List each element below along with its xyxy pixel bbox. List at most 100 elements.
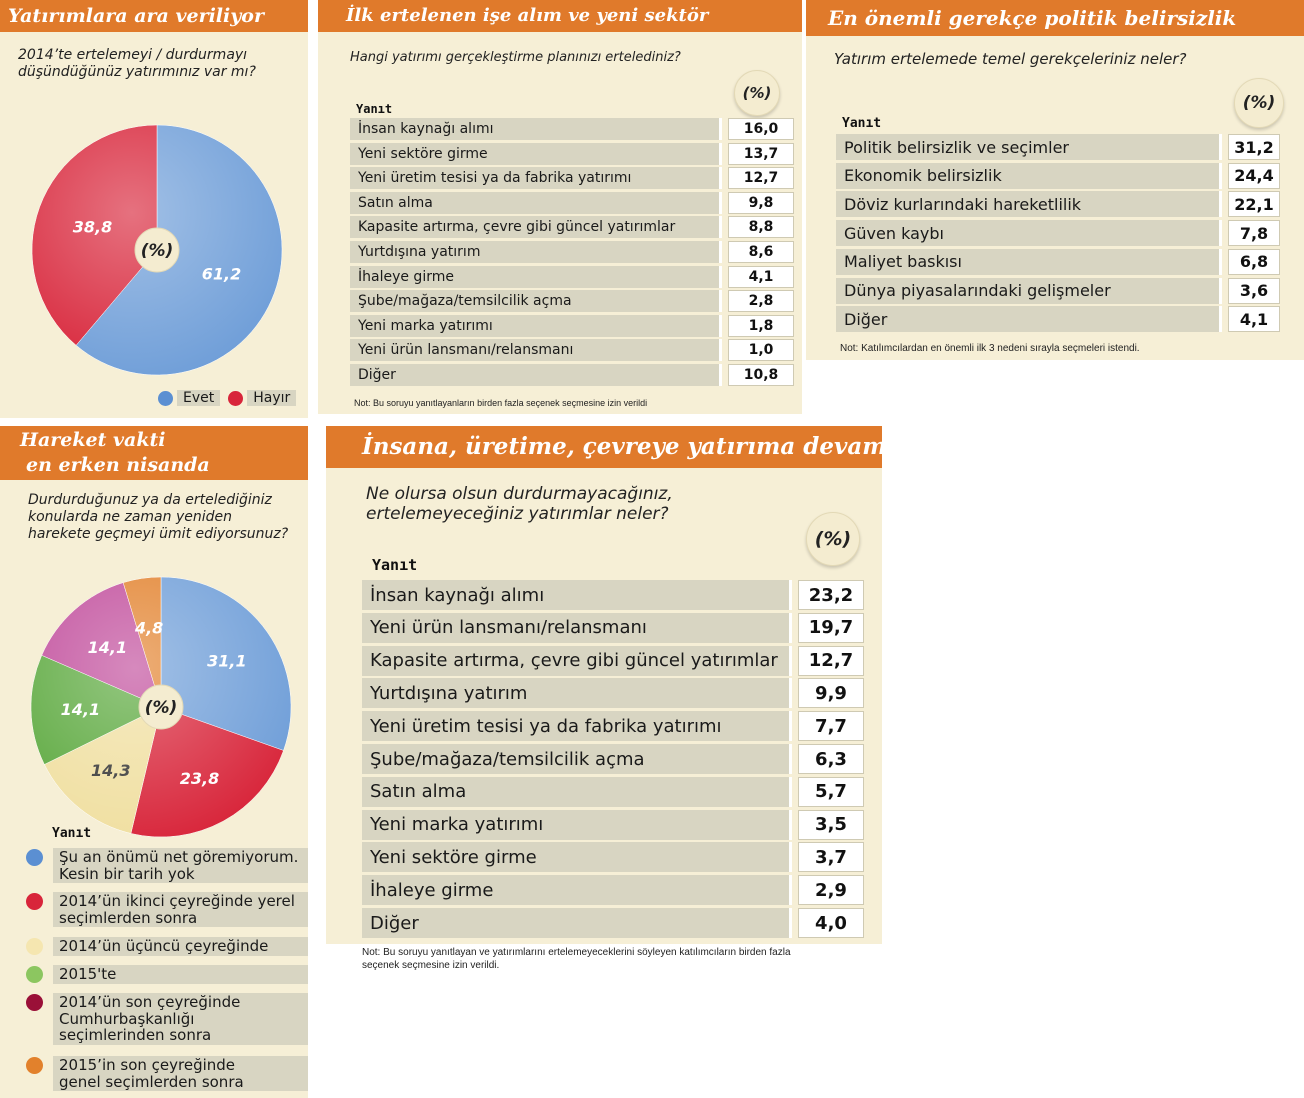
panel-4-legend-header: Yanıt	[52, 826, 92, 841]
pie-chart-1: 61,238,8(%)	[31, 124, 283, 376]
legend2-label-3: 2015'te	[53, 965, 308, 984]
pie-chart-2: 31,123,814,314,114,14,8(%)	[30, 576, 292, 838]
table-5-row-1-label: Yeni ürün lansmanı/relansmanı	[362, 612, 792, 643]
table-5-row-3-label: Yurtdışına yatırım	[362, 678, 792, 709]
table-2-row-6-value: 4,1	[728, 265, 794, 288]
table-5-row-3: Yurtdışına yatırım 9,9	[362, 678, 864, 709]
legend2-label-4-line-1: Cumhurbaşkanlığı	[59, 1009, 195, 1028]
table-2-row-2-value: 12,7	[728, 167, 794, 190]
legend2-label-2-line-0: 2014’ün üçüncü çeyreğinde	[59, 937, 269, 955]
legend2-label-0-line-0: Şu an önümü net göremiyorum.	[59, 848, 299, 866]
table-5-row-4-label: Yeni üretim tesisi ya da fabrika yatırım…	[362, 711, 792, 742]
table-5-row-10: Diğer 4,0	[362, 908, 864, 938]
legend2-label-2: 2014’ün üçüncü çeyreğinde	[53, 937, 308, 956]
table-2-row-3: Satın alma 9,8	[350, 191, 794, 214]
legend-label-hayir: Hayır	[247, 390, 297, 406]
panel-5-column-header: Yanıt	[372, 556, 418, 574]
table-2-row-7: Şube/mağaza/temsilcilik açma 2,8	[350, 290, 794, 313]
panel-5-question-line-2: ertelemeyeceğiniz yatırımlar neler?	[366, 504, 669, 525]
table-5-row-7: Yeni marka yatırımı 3,5	[362, 809, 864, 840]
table-2-row-7-value: 2,8	[728, 290, 794, 313]
table-5-row-0-label: İnsan kaynağı alımı	[362, 580, 792, 610]
table-2-row-5-label: Yurtdışına yatırım	[350, 241, 722, 263]
table-5-row-2-label: Kapasite artırma, çevre gibi güncel yatı…	[362, 645, 792, 676]
legend2-label-0-line-1: Kesin bir tarih yok	[59, 864, 195, 883]
panel-2-note: Not: Bu soruyu yanıtlayanların birden fa…	[354, 398, 648, 408]
table-2-row-10-label: Diğer	[350, 364, 722, 386]
table-5-row-3-value: 9,9	[798, 678, 864, 709]
legend2-item-3: 2015'te	[26, 965, 308, 984]
legend2-dot-5	[26, 1057, 43, 1074]
table-5-row-9-label: İhaleye girme	[362, 875, 792, 906]
panel-5-note-line-2: seçenek seçmesine izin verildi.	[362, 960, 500, 971]
panel-3-note: Not: Katılımcılardan en önemli ilk 3 ned…	[840, 343, 1140, 354]
table-2-row-0-label: İnsan kaynağı alımı	[350, 118, 722, 140]
table-2-row-8-label: Yeni marka yatırımı	[350, 314, 722, 337]
table-5-row-6-value: 5,7	[798, 776, 864, 807]
table-3-row-1-value: 24,4	[1228, 162, 1280, 189]
table-3-row-3-label: Güven kaybı	[836, 220, 1222, 247]
pie-1-legend: Evet Hayır	[158, 390, 297, 406]
legend-dot-hayir	[228, 390, 244, 406]
table-2-row-7-label: Şube/mağaza/temsilcilik açma	[350, 290, 722, 313]
panel-3-column-header: Yanıt	[842, 116, 882, 131]
legend2-label-1-line-1: seçimlerden sonra	[59, 908, 198, 927]
legend2-label-1: 2014’ün ikinci çeyreğinde yerel seçimlerd…	[53, 892, 308, 927]
table-5-row-4-value: 7,7	[798, 711, 864, 742]
table-5-row-0: İnsan kaynağı alımı 23,2	[362, 580, 864, 610]
panel-4-question: Durdurduğunuz ya da ertelediğiniz konula…	[28, 492, 289, 542]
panel-hareket-vakti: Hareket vakti en erken nisanda Durdurduğ…	[0, 426, 308, 1098]
table-3-row-0-label: Politik belirsizlik ve seçimler	[836, 134, 1222, 160]
legend2-label-0: Şu an önümü net göremiyorum. Kesin bir ta…	[53, 848, 308, 883]
legend-label-evet: Evet	[177, 390, 221, 406]
table-2-row-2-label: Yeni üretim tesisi ya da fabrika yatırım…	[350, 167, 722, 190]
legend2-label-3-line-0: 2015'te	[59, 965, 117, 983]
panel-3-title: En önemli gerekçe politik belirsizlik	[806, 0, 1304, 36]
table-2-row-0: İnsan kaynağı alımı 16,0	[350, 118, 794, 140]
table-2-row-9: Yeni ürün lansmanı/relansmanı 1,0	[350, 339, 794, 362]
legend-dot-evet	[158, 390, 173, 406]
legend2-item-4: 2014’ün son çeyreğinde Cumhurbaşkanlığı se…	[26, 993, 308, 1045]
table-2-row-6-label: İhaleye girme	[350, 265, 722, 288]
table-3-row-6: Diğer 4,1	[836, 306, 1280, 333]
table-5-row-2-value: 12,7	[798, 645, 864, 676]
panel-5-note: Not: Bu soruyu yanıtlayan ve yatırımları…	[362, 946, 791, 972]
panel-4-title: Hareket vakti en erken nisanda	[0, 426, 308, 480]
panel-5-question-line-1: Ne olursa olsun durdurmayacağınız,	[366, 484, 673, 504]
table-2-row-8-value: 1,8	[728, 314, 794, 337]
table-3-row-4-value: 6,8	[1228, 248, 1280, 275]
panel-2-title: İlk ertelenen işe alım ve yeni sektör	[318, 0, 802, 32]
table-2-row-4: Kapasite artırma, çevre gibi güncel yatı…	[350, 216, 794, 239]
table-3-row-0-value: 31,2	[1228, 134, 1280, 160]
table-2-row-5-value: 8,6	[728, 241, 794, 263]
table-5-row-10-value: 4,0	[798, 908, 864, 938]
panel-insana-uretime: İnsana, üretime, çevreye yatırıma devam …	[326, 426, 882, 944]
table-2-row-2: Yeni üretim tesisi ya da fabrika yatırım…	[350, 167, 794, 190]
table-2-row-3-value: 9,8	[728, 191, 794, 214]
panel-4-title-line-1: Hareket vakti	[20, 429, 166, 451]
panel-4-title-line-2: en erken nisanda	[26, 454, 210, 476]
legend-item-evet: Evet	[158, 390, 221, 406]
table-2-row-8: Yeni marka yatırımı 1,8	[350, 314, 794, 337]
legend2-item-1: 2014’ün ikinci çeyreğinde yerel seçimlerd…	[26, 892, 308, 927]
table-5-row-1: Yeni ürün lansmanı/relansmanı 19,7	[362, 612, 864, 643]
table-3-row-3-value: 7,8	[1228, 220, 1280, 247]
panel-3-question: Yatırım ertelemede temel gerekçeleriniz …	[834, 50, 1187, 68]
table-5-row-9: İhaleye girme 2,9	[362, 875, 864, 906]
panel-1-title: Yatırımlara ara veriliyor	[0, 0, 308, 32]
legend2-item-2: 2014’ün üçüncü çeyreğinde	[26, 937, 308, 956]
table-2-row-9-value: 1,0	[728, 339, 794, 362]
pie-1-center-badge	[134, 227, 180, 273]
table-5-row-4: Yeni üretim tesisi ya da fabrika yatırım…	[362, 711, 864, 742]
panel-1-question: 2014’te ertelemeyi / durdurmayı düşündüğ…	[18, 47, 256, 80]
table-5-row-7-label: Yeni marka yatırımı	[362, 809, 792, 840]
table-3-row-5: Dünya piyasalarındaki gelişmeler 3,6	[836, 277, 1280, 304]
table-5-row-8-label: Yeni sektöre girme	[362, 842, 792, 873]
table-2-row-4-value: 8,8	[728, 216, 794, 239]
table-5-row-6: Satın alma 5,7	[362, 776, 864, 807]
table-3-row-1-label: Ekonomik belirsizlik	[836, 162, 1222, 189]
table-2-row-3-label: Satın alma	[350, 191, 722, 214]
table-2-row-6: İhaleye girme 4,1	[350, 265, 794, 288]
panel-ilk-ertelenen: İlk ertelenen işe alım ve yeni sektör Ha…	[318, 0, 802, 414]
panel-5-note-line-1: Not: Bu soruyu yanıtlayan ve yatırımları…	[362, 947, 791, 958]
